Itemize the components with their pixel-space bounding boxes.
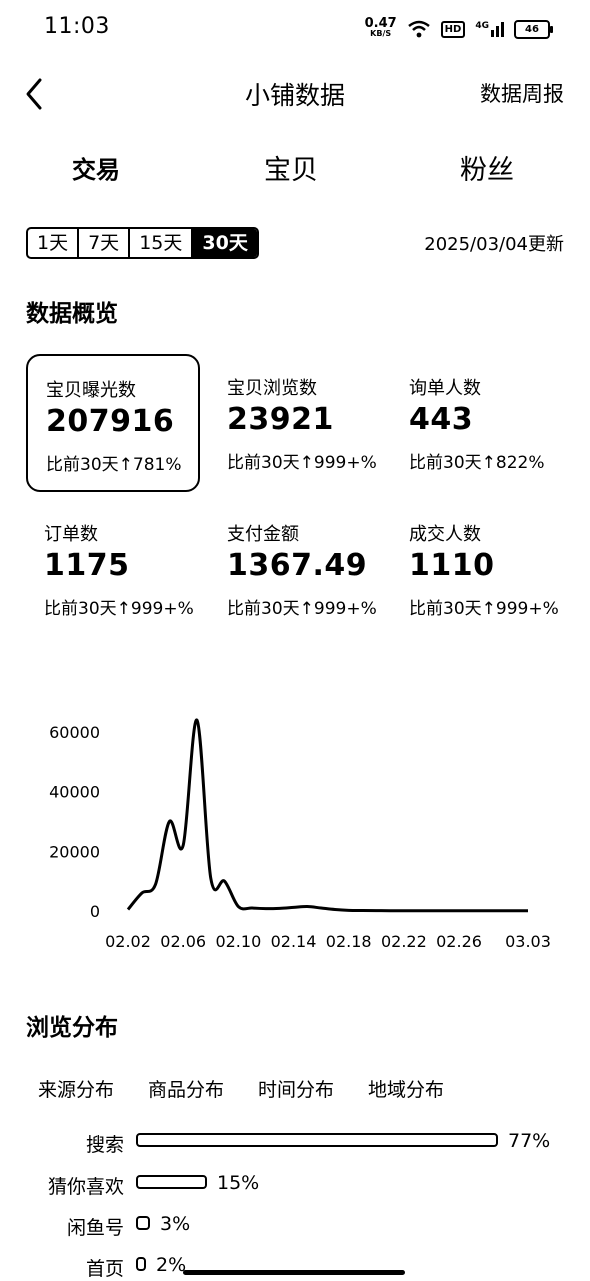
browse-heading: 浏览分布: [26, 1015, 118, 1041]
metric-change: 比前30天↑999+%: [409, 599, 559, 619]
metric-value: 443: [409, 402, 474, 437]
hd-badge: HD: [440, 20, 466, 38]
scroll-indicator: [183, 1270, 405, 1275]
signal-icon: 4G: [475, 20, 504, 37]
back-arrow-icon[interactable]: [22, 74, 52, 114]
tab-product-distribution[interactable]: 商品分布: [148, 1079, 225, 1101]
metric-value: 1175: [44, 548, 130, 583]
wifi-icon: [407, 20, 430, 38]
distribution-bar: [136, 1175, 207, 1189]
x-tick-label: 03.03: [505, 932, 551, 951]
status-icons: 0.47 KB/S HD 4G 46: [364, 14, 553, 44]
range-selector: 1天 7天 15天 30天: [26, 227, 259, 259]
distribution-bar: [136, 1257, 146, 1271]
metric-card-buyers[interactable]: 成交人数 1110 比前30天↑999+%: [391, 500, 565, 638]
x-tick-label: 02.02: [105, 932, 151, 951]
bar-label: 猜你喜欢: [47, 1176, 124, 1198]
metric-change: 比前30天↑999+%: [44, 599, 194, 619]
x-tick-label: 02.26: [436, 932, 482, 951]
x-tick-label: 02.18: [326, 932, 372, 951]
bar-label: 闲鱼号: [66, 1217, 124, 1239]
metric-label: 订单数: [44, 524, 98, 545]
metric-card-exposure[interactable]: 宝贝曝光数 207916 比前30天↑781%: [26, 354, 200, 492]
tab-items[interactable]: 宝贝: [264, 155, 318, 186]
metric-label: 询单人数: [409, 378, 481, 399]
metric-change: 比前30天↑999+%: [227, 599, 377, 619]
net-speed-unit: KB/S: [370, 29, 392, 38]
metric-label: 成交人数: [409, 524, 481, 545]
weekly-report-link[interactable]: 数据周报: [480, 82, 564, 106]
bar-label: 首页: [85, 1258, 124, 1280]
metric-card-payment[interactable]: 支付金额 1367.49 比前30天↑999+%: [209, 500, 383, 638]
metric-value: 207916: [46, 404, 175, 439]
overview-heading: 数据概览: [26, 301, 118, 327]
distribution-bar: [136, 1133, 498, 1147]
tab-region-distribution[interactable]: 地域分布: [368, 1079, 445, 1101]
series-line: [126, 718, 528, 913]
metric-label: 宝贝曝光数: [46, 380, 136, 401]
bar-value: 3%: [160, 1213, 191, 1235]
range-15-days[interactable]: 15天: [130, 229, 194, 257]
x-tick-label: 02.14: [271, 932, 317, 951]
y-tick-label: 40000: [49, 783, 100, 802]
metric-change: 比前30天↑781%: [46, 455, 182, 475]
tab-time-distribution[interactable]: 时间分布: [258, 1079, 335, 1101]
y-tick-label: 0: [90, 902, 100, 921]
y-tick-label: 20000: [49, 842, 100, 861]
metric-card-orders[interactable]: 订单数 1175 比前30天↑999+%: [26, 500, 200, 638]
metric-card-views[interactable]: 宝贝浏览数 23921 比前30天↑999+%: [209, 354, 383, 492]
x-tick-label: 02.10: [215, 932, 261, 951]
trend-line-chart: 60000 40000 20000 0 02.02 02.06 02.10 02.14 02.1…: [49, 718, 551, 951]
metric-card-inquiries[interactable]: 询单人数 443 比前30天↑822%: [391, 354, 565, 492]
net-speed-value: 0.47: [364, 16, 397, 31]
bar-value: 77%: [508, 1130, 551, 1152]
y-tick-label: 60000: [49, 723, 100, 742]
bar-value: 2%: [156, 1254, 187, 1276]
range-1-day[interactable]: 1天: [28, 229, 80, 257]
metric-value: 1110: [409, 548, 495, 583]
x-tick-label: 02.06: [160, 932, 206, 951]
metric-change: 比前30天↑822%: [409, 453, 545, 473]
net-speed: 0.47 KB/S: [364, 16, 397, 39]
distribution-bar: [136, 1216, 150, 1230]
bar-value: 15%: [217, 1172, 260, 1194]
page-title: 小铺数据: [244, 81, 345, 110]
bar-label: 搜索: [85, 1134, 124, 1156]
range-7-days[interactable]: 7天: [79, 229, 131, 257]
status-time: 11:03: [44, 14, 110, 39]
metric-change: 比前30天↑999+%: [227, 453, 377, 473]
metric-value: 1367.49: [227, 548, 368, 583]
signal-label: 4G: [475, 20, 489, 31]
battery-icon: 46: [514, 19, 553, 39]
update-date: 2025/03/04更新: [424, 234, 564, 255]
tab-fans[interactable]: 粉丝: [460, 155, 514, 186]
tab-source-distribution[interactable]: 来源分布: [38, 1079, 115, 1101]
x-tick-label: 02.22: [381, 932, 427, 951]
tab-trade[interactable]: 交易: [72, 156, 120, 184]
range-30-days[interactable]: 30天: [193, 229, 257, 257]
metric-label: 宝贝浏览数: [227, 378, 317, 399]
metric-label: 支付金额: [227, 524, 299, 545]
metric-value: 23921: [227, 402, 334, 437]
